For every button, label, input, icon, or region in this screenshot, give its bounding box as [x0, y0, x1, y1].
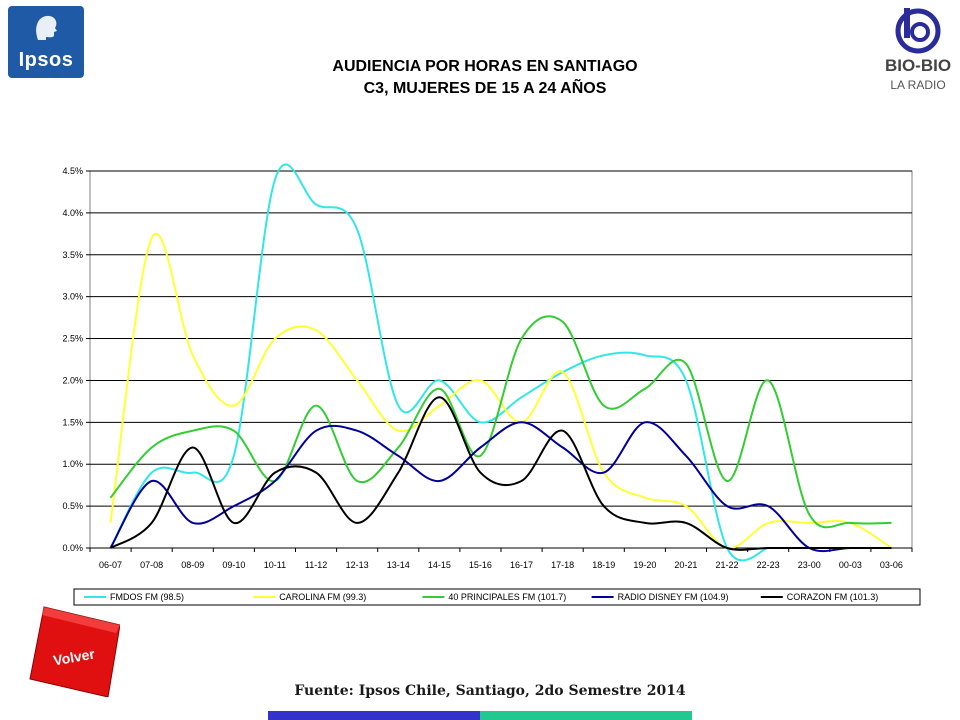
legend-label: FMDOS FM (98.5) — [110, 592, 184, 602]
volver-shape-icon — [29, 606, 120, 697]
y-tick-label: 3.5% — [62, 250, 83, 260]
y-tick-label: 2.5% — [62, 334, 83, 344]
x-tick-label: 09-10 — [222, 560, 245, 570]
plot-area — [89, 170, 913, 549]
x-tick-label: 23-00 — [798, 560, 821, 570]
legend: FMDOS FM (98.5) CAROLINA FM (99.3) 40 PRIN… — [84, 592, 878, 602]
chart-subtitle: C3, MUJERES DE 15 A 24 AÑOS — [363, 80, 607, 97]
y-tick-label: 3.0% — [62, 292, 83, 302]
chart-title: AUDIENCIA POR HORAS EN SANTIAGO — [332, 58, 638, 75]
x-tick-label: 19-20 — [633, 560, 656, 570]
footer-bar-teal — [480, 711, 692, 720]
legend-label: 40 PRINCIPALES FM (101.7) — [448, 592, 566, 602]
legend-box — [73, 588, 921, 606]
volver-button[interactable]: Volver — [28, 605, 120, 697]
ipsos-logo-text: Ipsos — [18, 49, 74, 71]
ipsos-head-icon — [36, 15, 57, 40]
y-tick-label: 2.0% — [62, 375, 83, 385]
x-tick-label: 07-08 — [140, 560, 163, 570]
biobio-radio-icon — [895, 8, 941, 54]
x-tick-label: 20-21 — [674, 560, 697, 570]
y-tick-label: 0.5% — [62, 501, 83, 511]
series-line-1 — [109, 163, 769, 562]
footer-bar-blue — [268, 711, 480, 720]
ipsos-logo: Ipsos — [8, 6, 84, 78]
series-line-4 — [109, 421, 892, 553]
x-tick-label: 14-15 — [428, 560, 451, 570]
y-tick-label: 4.0% — [62, 208, 83, 218]
source-note: Fuente: Ipsos Chile, Santiago, 2do Semes… — [294, 683, 686, 699]
x-tick-label: 18-19 — [592, 560, 615, 570]
legend-label: RADIO DISNEY FM (104.9) — [618, 592, 729, 602]
y-axis-tick-labels: 0.0% 0.5% 1.0% 1.5% 2.0% 2.5% 3.0% 3.5% 4.0% 4.5% — [62, 166, 83, 553]
y-tick-label: 0.0% — [62, 543, 83, 553]
x-axis-ticks — [89, 548, 913, 552]
x-tick-label: 17-18 — [551, 560, 574, 570]
y-tick-label: 4.5% — [62, 166, 83, 176]
x-tick-label: 15-16 — [469, 560, 492, 570]
legend-label: CAROLINA FM (99.3) — [279, 592, 366, 602]
y-tick-label: 1.0% — [62, 459, 83, 469]
series-line-5 — [109, 396, 892, 551]
x-tick-label: 21-22 — [716, 560, 739, 570]
series-lines — [109, 163, 893, 562]
x-tick-label: 16-17 — [510, 560, 533, 570]
x-tick-label: 12-13 — [346, 560, 369, 570]
y-tick-label: 1.5% — [62, 417, 83, 427]
x-tick-label: 11-12 — [305, 560, 327, 570]
x-axis-tick-labels: 06-07 07-08 08-09 09-10 10-11 11-12 12-13 13-14… — [99, 560, 903, 570]
series-line-3 — [109, 315, 892, 529]
biobio-logo-text: BIO-BIO — [884, 56, 952, 75]
x-tick-label: 03-06 — [880, 560, 903, 570]
series-line-2 — [109, 233, 893, 550]
biobio-logo-subtext: LA RADIO — [890, 78, 946, 92]
biobio-logo: BIO-BIO LA RADIO — [880, 6, 956, 98]
x-tick-label: 10-11 — [264, 560, 286, 570]
x-tick-label: 22-23 — [757, 560, 780, 570]
x-tick-label: 06-07 — [99, 560, 122, 570]
legend-label: CORAZON FM (101.3) — [787, 592, 879, 602]
gridlines — [86, 170, 912, 549]
x-tick-label: 13-14 — [387, 560, 410, 570]
x-tick-label: 08-09 — [181, 560, 204, 570]
x-tick-label: 00-03 — [839, 560, 862, 570]
